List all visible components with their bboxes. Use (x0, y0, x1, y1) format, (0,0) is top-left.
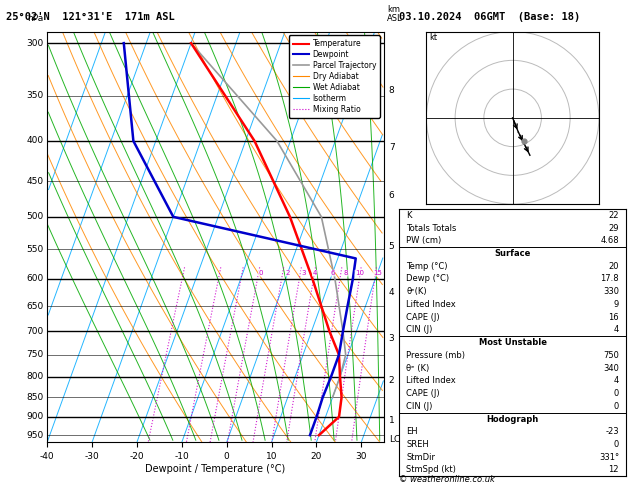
Text: PW (cm): PW (cm) (406, 236, 442, 245)
Text: 03.10.2024  06GMT  (Base: 18): 03.10.2024 06GMT (Base: 18) (399, 12, 581, 22)
Text: CAPE (J): CAPE (J) (406, 312, 440, 322)
Text: 20: 20 (609, 262, 619, 271)
Text: -23: -23 (606, 427, 619, 436)
Text: Lifted Index: Lifted Index (406, 300, 456, 309)
Text: 330: 330 (603, 287, 619, 296)
Text: 10: 10 (355, 270, 364, 276)
Text: 550: 550 (26, 245, 44, 254)
Text: 15: 15 (373, 270, 382, 276)
Text: 4: 4 (313, 270, 317, 276)
Text: 2: 2 (389, 377, 394, 385)
Text: 4: 4 (614, 326, 619, 334)
Text: 22: 22 (609, 211, 619, 220)
Text: Totals Totals: Totals Totals (406, 224, 457, 233)
Text: 29: 29 (609, 224, 619, 233)
Text: 750: 750 (26, 350, 44, 359)
Text: SREH: SREH (406, 440, 429, 449)
Text: CIN (J): CIN (J) (406, 326, 433, 334)
Text: Dewp (°C): Dewp (°C) (406, 275, 449, 283)
Text: Most Unstable: Most Unstable (479, 338, 547, 347)
Text: 17.8: 17.8 (601, 275, 619, 283)
Text: θᵉ(K): θᵉ(K) (406, 287, 427, 296)
Text: 2: 2 (286, 270, 290, 276)
Text: km
ASL: km ASL (387, 5, 403, 23)
Text: 4: 4 (389, 288, 394, 297)
Text: K: K (406, 211, 412, 220)
Text: 12: 12 (609, 466, 619, 474)
Text: 3: 3 (301, 270, 306, 276)
Text: 950: 950 (26, 431, 44, 440)
Text: 6: 6 (389, 191, 394, 200)
Text: 350: 350 (26, 91, 44, 100)
Text: 4: 4 (614, 376, 619, 385)
Text: 340: 340 (603, 364, 619, 373)
Text: 0: 0 (259, 270, 263, 276)
Text: Surface: Surface (494, 249, 531, 258)
Text: EH: EH (406, 427, 418, 436)
Text: 700: 700 (26, 327, 44, 336)
X-axis label: Dewpoint / Temperature (°C): Dewpoint / Temperature (°C) (145, 464, 286, 474)
Text: CAPE (J): CAPE (J) (406, 389, 440, 398)
Text: 0: 0 (614, 389, 619, 398)
Text: 500: 500 (26, 212, 44, 221)
Text: θᵉ (K): θᵉ (K) (406, 364, 430, 373)
Text: 16: 16 (608, 312, 619, 322)
Text: 450: 450 (26, 176, 44, 186)
Text: 8: 8 (389, 86, 394, 95)
Text: 400: 400 (26, 137, 44, 145)
Text: Lifted Index: Lifted Index (406, 376, 456, 385)
Text: 8: 8 (343, 270, 348, 276)
Text: 9: 9 (614, 300, 619, 309)
Text: 600: 600 (26, 275, 44, 283)
Text: 850: 850 (26, 393, 44, 402)
Text: hPa: hPa (27, 15, 43, 23)
Text: 0: 0 (614, 440, 619, 449)
Text: 4.68: 4.68 (601, 236, 619, 245)
Text: 25°02'N  121°31'E  171m ASL: 25°02'N 121°31'E 171m ASL (6, 12, 175, 22)
Text: LCL: LCL (389, 435, 405, 444)
Text: kt: kt (429, 33, 437, 42)
Text: 300: 300 (26, 38, 44, 48)
Text: 7: 7 (389, 143, 394, 152)
Text: 331°: 331° (599, 452, 619, 462)
Legend: Temperature, Dewpoint, Parcel Trajectory, Dry Adiabat, Wet Adiabat, Isotherm, Mi: Temperature, Dewpoint, Parcel Trajectory… (289, 35, 380, 118)
Text: © weatheronline.co.uk: © weatheronline.co.uk (399, 474, 495, 484)
Text: 3: 3 (389, 334, 394, 343)
Text: 5: 5 (389, 242, 394, 251)
Text: StmDir: StmDir (406, 452, 435, 462)
Text: 750: 750 (603, 351, 619, 360)
Text: 1: 1 (389, 416, 394, 425)
Text: 650: 650 (26, 302, 44, 311)
Text: CIN (J): CIN (J) (406, 402, 433, 411)
Text: StmSpd (kt): StmSpd (kt) (406, 466, 456, 474)
Text: 800: 800 (26, 372, 44, 381)
Text: Temp (°C): Temp (°C) (406, 262, 448, 271)
Text: 900: 900 (26, 412, 44, 421)
Text: Pressure (mb): Pressure (mb) (406, 351, 465, 360)
Text: 6: 6 (330, 270, 335, 276)
Text: Hodograph: Hodograph (486, 415, 539, 423)
Text: 0: 0 (614, 402, 619, 411)
